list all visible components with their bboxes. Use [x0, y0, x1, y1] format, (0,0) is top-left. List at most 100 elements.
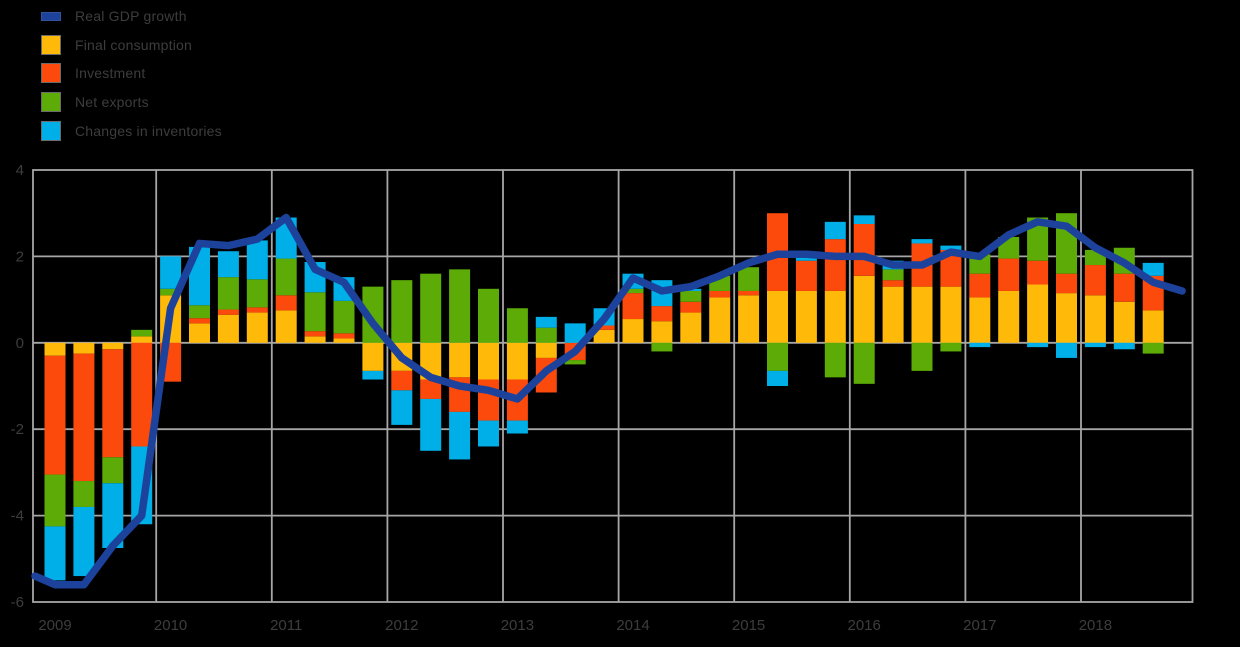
bar-segment: [940, 286, 962, 343]
x-axis-tick-label: 2015: [732, 617, 765, 634]
bar-segment: [564, 323, 586, 343]
bar-segment: [1027, 284, 1049, 343]
bar-segment: [73, 506, 95, 577]
bar-segment: [333, 333, 355, 339]
bar-segment: [853, 275, 875, 343]
y-axis-tick-label: -2: [11, 421, 24, 438]
legend-label-real-gdp: Real GDP growth: [75, 8, 187, 25]
bar-segment: [131, 336, 153, 343]
bar-segment: [709, 297, 731, 343]
x-axis-tick-label: 2011: [270, 617, 302, 634]
bar-segment: [391, 280, 413, 343]
bar-segment: [738, 295, 760, 343]
bar-segment: [738, 267, 760, 291]
bar-segment: [160, 256, 182, 289]
legend-label-net-exports: Net exports: [75, 94, 149, 111]
legend-item-real-gdp: Real GDP growth: [41, 2, 222, 31]
bar-segment: [449, 411, 471, 460]
bar-segment: [333, 338, 355, 343]
bar-segment: [506, 420, 528, 434]
bar-segment: [1084, 295, 1106, 343]
x-axis-tick-label: 2009: [38, 617, 71, 634]
bar-segment: [189, 305, 210, 319]
bar-segment: [275, 310, 297, 343]
bar-segment: [680, 301, 702, 313]
bar-segment: [420, 273, 442, 343]
bar-segment: [362, 342, 384, 371]
plot-frame: [32, 169, 1194, 603]
bar-segment: [1084, 265, 1106, 296]
bar-segment: [1113, 301, 1135, 343]
bar-segment: [160, 288, 182, 296]
x-axis-tick-label: 2016: [848, 617, 881, 634]
bar-segment: [1027, 217, 1049, 261]
bar-segment: [969, 297, 991, 343]
bar-segment: [882, 286, 904, 343]
bar-segment: [969, 273, 991, 298]
bar-segment: [1142, 262, 1164, 276]
investment-swatch-icon: [41, 63, 61, 84]
bar-segment: [593, 325, 615, 330]
bar-segment: [911, 342, 933, 371]
bar-segment: [940, 342, 962, 352]
gdp-line-marker-icon: [41, 11, 61, 21]
bar-segment: [362, 370, 384, 380]
bar-segment: [506, 308, 528, 343]
x-axis-tick-label: 2018: [1079, 617, 1112, 634]
bar-segment: [853, 224, 875, 276]
bar-segment: [795, 260, 817, 291]
bar-segment: [1142, 310, 1164, 343]
legend-item-consumption: Final consumption: [41, 31, 222, 60]
bar-segment: [391, 370, 413, 391]
bar-segment: [73, 481, 95, 507]
bar-segment: [738, 290, 760, 296]
legend: Real GDP growth Final consumption Invest…: [41, 2, 222, 145]
bar-segment: [478, 420, 499, 447]
bar-segment: [217, 277, 239, 310]
bar-segment: [651, 306, 673, 322]
bar-segment: [420, 398, 442, 451]
bar-segment: [795, 256, 817, 261]
bar-segment: [593, 329, 615, 343]
bar-segment: [304, 336, 326, 343]
bar-segment: [44, 526, 66, 581]
x-axis-tick-label: 2017: [963, 617, 996, 634]
bar-segment: [767, 370, 788, 386]
net-exports-swatch-icon: [41, 92, 61, 113]
bar-segment: [1056, 293, 1077, 343]
bar-segment: [131, 342, 153, 447]
bar-segment: [622, 288, 644, 294]
bar-segment: [246, 312, 268, 343]
bar-segment: [246, 307, 268, 313]
inventories-swatch-icon: [41, 120, 61, 141]
bar-segment: [1113, 273, 1135, 302]
bar-segment: [853, 342, 875, 384]
bar-segment: [478, 342, 499, 380]
bar-segment: [246, 240, 268, 280]
bar-segment: [1027, 260, 1049, 285]
legend-label-consumption: Final consumption: [75, 36, 193, 53]
legend-label-inventories: Changes in inventories: [75, 122, 222, 139]
bar-segment: [882, 280, 904, 287]
bar-segment: [449, 342, 471, 378]
bar-segment: [304, 292, 326, 332]
x-axis-tick-label: 2010: [154, 617, 187, 634]
bar-segment: [246, 279, 268, 308]
bar-segment: [680, 312, 702, 343]
bar-segment: [911, 239, 933, 244]
bar-segment: [73, 342, 95, 354]
bar-segment: [449, 269, 471, 343]
x-axis-tick-label: 2012: [385, 617, 418, 634]
bar-segment: [535, 327, 557, 343]
legend-label-investment: Investment: [75, 65, 146, 82]
y-axis-tick-label: 2: [16, 248, 24, 265]
bar-segment: [709, 290, 731, 298]
bar-segment: [217, 309, 239, 315]
x-axis-tick-label: 2014: [616, 617, 649, 634]
bar-segment: [275, 258, 297, 296]
bar-segment: [911, 286, 933, 343]
bar-segment: [824, 342, 846, 378]
bar-segment: [102, 349, 124, 458]
bar-segment: [998, 290, 1020, 343]
